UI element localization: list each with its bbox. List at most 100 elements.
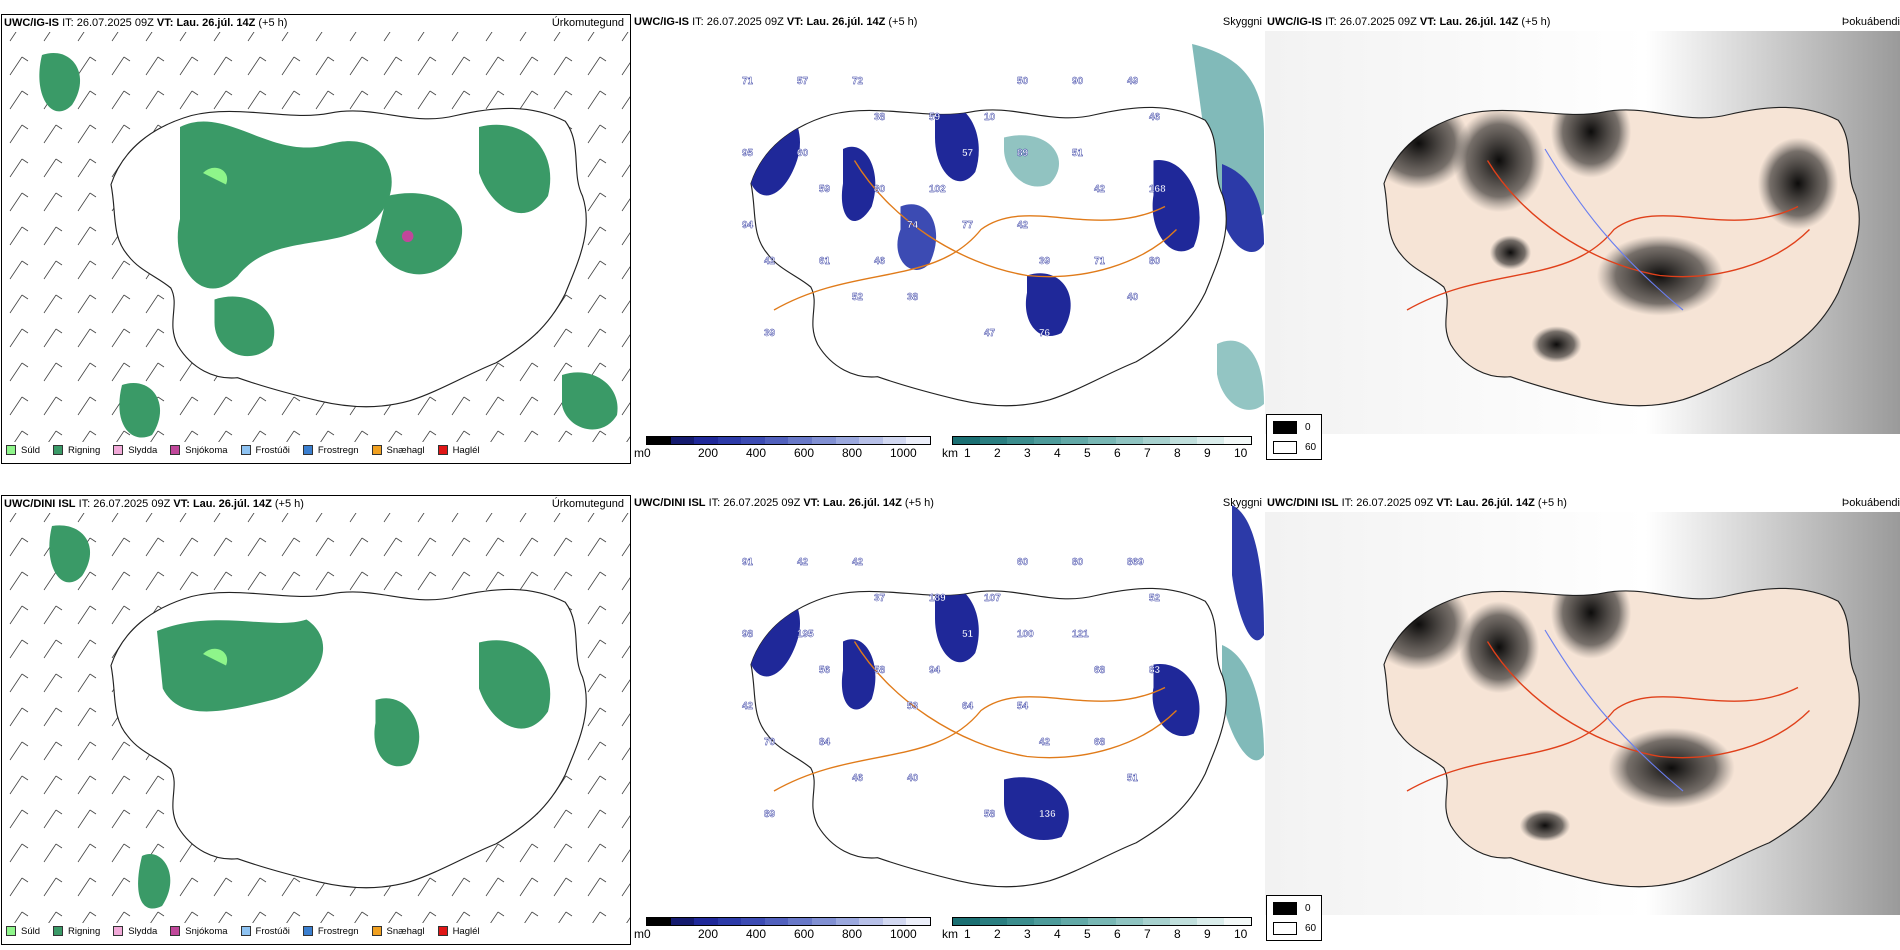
ceiling-value-label: 136 (1039, 809, 1056, 820)
vt-label: VT: (156, 17, 174, 29)
model-name: UWC/DINI ISL (4, 498, 76, 510)
valid-time: Lau. 26.júl. 14Z (806, 16, 886, 28)
colorbar-segment (1169, 918, 1197, 925)
ceiling-value-label: 59 (929, 112, 941, 123)
colorbar-tick: 10 (1234, 927, 1248, 941)
ceiling-value-label: 60 (797, 148, 809, 159)
legend-swatch (240, 926, 251, 936)
ceiling-value-label: 46 (1149, 112, 1161, 123)
ceiling-value-label: 38 (874, 112, 886, 123)
ceiling-labels: 71 50 38 46 57 59 42 74 42 39 52 40 47 57 90 59 95 89 80 16… (742, 76, 1167, 339)
ceiling-value-label: 68 (1094, 665, 1106, 676)
colorbar-tick: 2 (994, 927, 1001, 941)
colorbar-segment (1034, 918, 1062, 925)
legend-item: Súld (6, 445, 40, 456)
legend-label: Snjókoma (185, 925, 228, 937)
legend-label: Haglél (452, 925, 480, 937)
panel-title: Úrkomutegund (551, 498, 624, 510)
colorbar-segment (1034, 437, 1062, 444)
lead-time: (+5 h) (274, 498, 304, 510)
colorbar-segment (670, 918, 695, 925)
valid-time: Lau. 26.júl. 14Z (1439, 16, 1519, 28)
colorbar-tick: 800 (842, 446, 863, 460)
ceiling-value-label: 51 (962, 629, 974, 640)
ceiling-value-label: 40 (907, 773, 919, 784)
legend-item: Frostúði (240, 926, 290, 937)
colorbar-segment (764, 918, 789, 925)
legend-swatch (240, 445, 251, 455)
ceiling-value-label: 102 (929, 184, 946, 195)
visibility-colorbar: km 1 2 3 4 5 6 7 8 9 10 (942, 436, 1264, 460)
colorbar-tick: 1 (964, 446, 971, 460)
ceiling-value-label: 80 (1072, 557, 1084, 568)
colorbar-segment (1142, 918, 1170, 925)
legend-label: 60 (1305, 442, 1317, 453)
colorbar-tick: 8 (1174, 927, 1181, 941)
legend-swatch (53, 445, 64, 455)
ceiling-value-label: 90 (1072, 76, 1084, 87)
colorbar-tick: 3 (1024, 927, 1031, 941)
ceiling-value-label: 80 (1149, 256, 1161, 267)
colorbar-tick: 8 (1174, 446, 1181, 460)
legend-label: Snæhagl (386, 925, 425, 937)
legend-swatch (437, 445, 448, 455)
ceiling-value-label: 52 (852, 292, 864, 303)
ceiling-value-label: 95 (742, 148, 754, 159)
panel-header: UWC/DINI ISL IT: 26.07.2025 09Z VT: Lau.… (1265, 495, 1900, 512)
ceiling-value-label: 46 (874, 256, 886, 267)
ceiling-value-label: 91 (742, 557, 754, 568)
ceiling-map-canvas: 91 60 37 52 51 56 68 53 70 42 46 51 58 42 80 189 98 100 58… (742, 505, 1264, 888)
ceiling-value-label: 89 (1017, 148, 1029, 159)
ceiling-value-label: 39 (1039, 256, 1051, 267)
ceiling-value-label: 61 (819, 256, 831, 267)
ceiling-value-label: 76 (1039, 328, 1051, 339)
legend-label: Frostregn (317, 444, 359, 456)
colorbar-tick: 200 (698, 446, 719, 460)
legend-swatch (1273, 441, 1297, 454)
colorbar-tick: 6 (1114, 927, 1121, 941)
ceiling-value-label: 107 (984, 593, 1001, 604)
ceiling-value-label: 57 (797, 76, 809, 87)
lead-time: (+5 h) (888, 16, 918, 28)
colorbar-segment (717, 918, 742, 925)
vt-label: VT: (1436, 497, 1453, 509)
colorbar-segment (859, 437, 883, 444)
panel-title: Úrkomutegund (551, 17, 624, 29)
ceiling-value-label: 42 (764, 256, 776, 267)
colorbar-unit: m (634, 927, 644, 941)
legend-swatch (6, 926, 16, 936)
ceiling-value-label: 42 (1017, 220, 1029, 231)
valid-time: Lau. 26.júl. 14Z (192, 498, 272, 510)
ceiling-map-canvas: 71 50 38 46 57 59 42 74 42 39 52 40 47 57 90 59 95 89 80 16… (742, 44, 1264, 410)
colorbar-segment (835, 437, 860, 444)
colorbar-segment (788, 918, 813, 925)
ceiling-colorbar: m 0 200 400 600 800 1000 (632, 917, 932, 941)
ceiling-colorbar-segments (646, 436, 931, 445)
fog-indicator-map-row1: UWC/IG-IS IT: 26.07.2025 09Z VT: Lau. 26… (1265, 14, 1900, 464)
ceiling-value-label: 168 (1149, 184, 1166, 195)
colorbar-segment (882, 437, 907, 444)
colorbar-tick: 4 (1054, 927, 1061, 941)
fog-indicator-map-row2: UWC/DINI ISL IT: 26.07.2025 09Z VT: Lau.… (1265, 495, 1900, 945)
colorbar-tick: 0 (644, 927, 651, 941)
legend-label: Slydda (128, 925, 158, 937)
colorbar-segment (1088, 437, 1116, 444)
legend-label: Súld (21, 925, 41, 937)
ceiling-value-label: 52 (1149, 593, 1161, 604)
legend-item: Haglél (437, 445, 480, 456)
ceiling-value-label: 83 (1149, 665, 1161, 676)
colorbar-segment (812, 437, 836, 444)
panel-title: Þokuábendi (1841, 497, 1900, 509)
vt-label: VT: (786, 16, 804, 28)
fog-map-canvas (1265, 31, 1900, 434)
legend-swatch (170, 926, 181, 936)
colorbar-segment (906, 918, 930, 925)
colorbar-tick: 9 (1204, 927, 1211, 941)
colorbar-tick: 600 (794, 446, 815, 460)
colorbar-segment (647, 437, 671, 444)
colorbar-tick: 1000 (890, 446, 917, 460)
it-label: IT: (1341, 497, 1354, 509)
colorbar-segment (953, 437, 981, 444)
ceiling-value-label: 37 (874, 593, 886, 604)
it-label: IT: (1325, 16, 1337, 28)
